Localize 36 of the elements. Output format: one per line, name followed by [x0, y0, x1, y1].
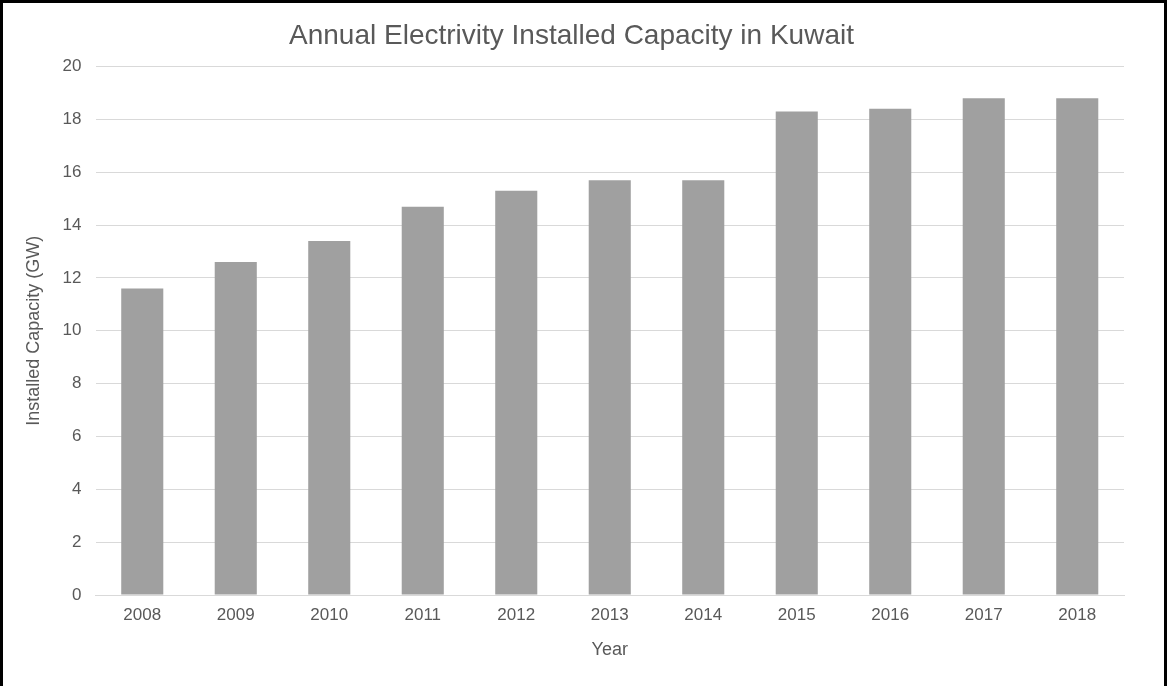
- x-tick-label: 2015: [777, 604, 816, 624]
- y-tick-label: 20: [62, 56, 82, 76]
- bar: [401, 206, 444, 595]
- chart-title: Annual Electrivity Installed Capacity in Kuwait: [289, 18, 855, 50]
- x-tick-label: 2014: [684, 604, 723, 624]
- bar: [869, 108, 912, 595]
- y-tick-label: 6: [72, 426, 82, 446]
- y-tick-label: 8: [72, 373, 82, 393]
- y-axis-title: Installed Capacity (GW): [22, 235, 43, 426]
- bar: [962, 98, 1005, 595]
- x-tick-label: 2013: [590, 604, 629, 624]
- bar: [214, 262, 257, 595]
- x-tick-label: 2017: [964, 604, 1003, 624]
- y-tick-label: 12: [62, 267, 82, 287]
- bar: [682, 180, 725, 595]
- x-tick-label: 2009: [216, 604, 255, 624]
- y-tick-label: 0: [72, 584, 82, 604]
- x-tick-label: 2012: [497, 604, 536, 624]
- bar: [1056, 98, 1099, 595]
- y-tick-label: 16: [62, 161, 82, 181]
- x-tick-label: 2008: [123, 604, 162, 624]
- x-tick-label: 2016: [871, 604, 910, 624]
- x-tick-label: 2010: [310, 604, 349, 624]
- y-tick-label: 2: [72, 531, 82, 551]
- bar: [588, 180, 631, 595]
- y-tick-label: 14: [62, 214, 82, 234]
- bar: [121, 288, 164, 595]
- x-tick-label: 2011: [404, 604, 442, 624]
- x-axis-title: Year: [591, 639, 628, 660]
- y-tick-label: 18: [62, 109, 82, 129]
- x-tick-label: 2018: [1058, 604, 1097, 624]
- y-tick-label: 10: [62, 320, 82, 340]
- y-tick-label: 4: [72, 479, 82, 499]
- bar: [495, 190, 538, 595]
- bar: [775, 111, 818, 595]
- bar: [308, 240, 351, 595]
